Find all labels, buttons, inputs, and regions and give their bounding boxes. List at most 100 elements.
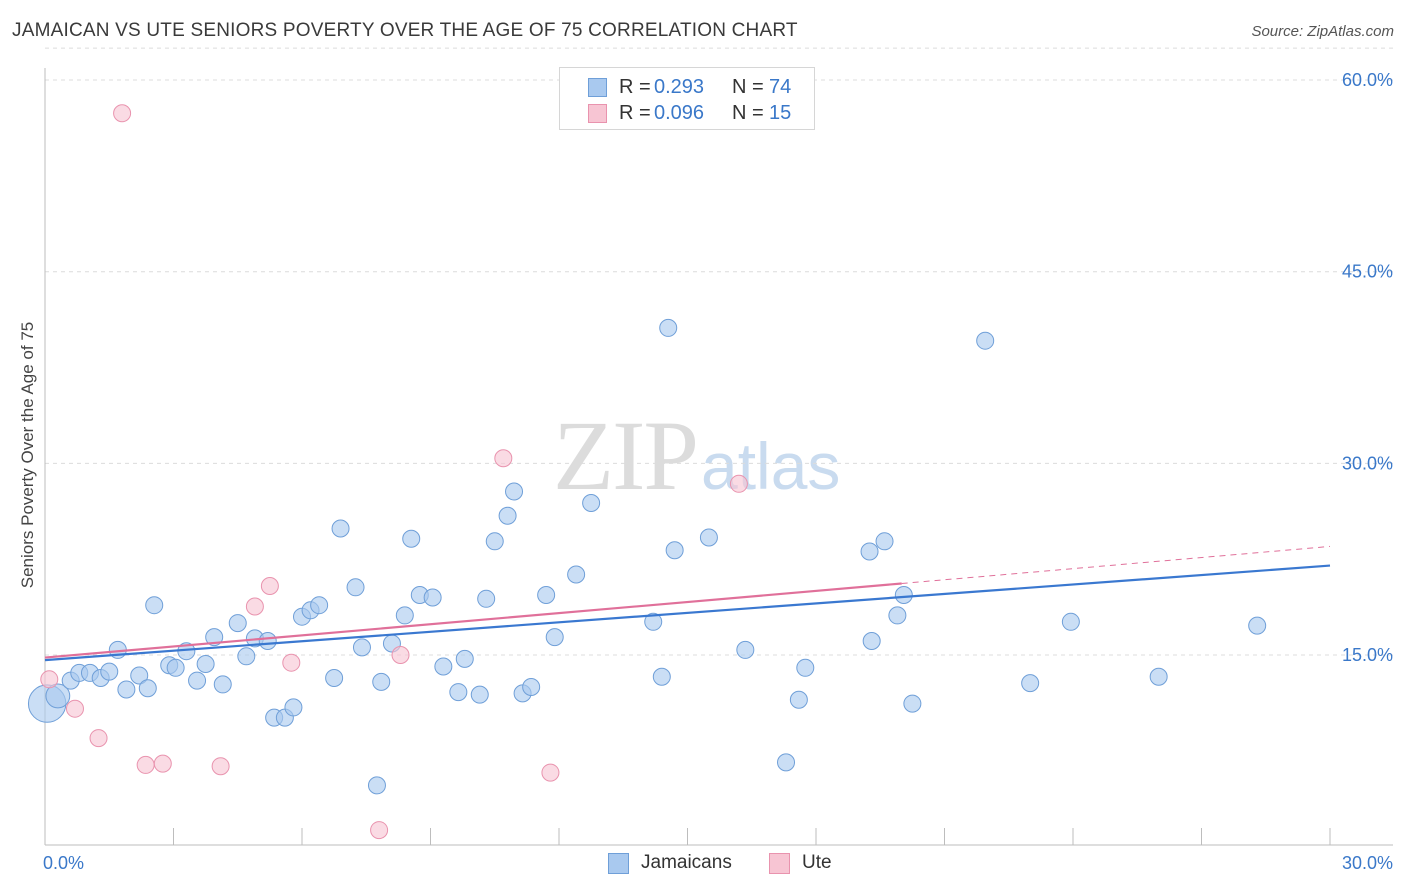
jamaican-point: [789, 690, 808, 709]
legend-r-label: R =: [619, 102, 651, 124]
ute-point: [89, 729, 108, 748]
jamaican-point: [665, 541, 684, 560]
jamaican-point: [196, 654, 215, 673]
jamaican-point: [888, 606, 907, 625]
legend-r-value: 0.096: [654, 102, 705, 124]
jamaican-point: [188, 671, 207, 690]
jamaican-point: [736, 640, 755, 659]
legend-r-label: R =: [619, 76, 651, 98]
jamaican-point: [903, 694, 922, 713]
jamaican-point: [310, 596, 329, 615]
jamaican-point: [1021, 674, 1040, 693]
jamaican-point: [145, 596, 164, 615]
jamaican-point: [237, 647, 256, 666]
y-tick-label: 60.0%: [1342, 70, 1393, 90]
jamaican-point: [352, 638, 371, 657]
jamaican-point: [138, 679, 157, 698]
ute-point: [65, 699, 84, 718]
ute-point: [729, 474, 748, 493]
x-tick-label: 0.0%: [43, 853, 84, 873]
jamaican-point: [449, 683, 468, 702]
legend-r-value: 0.293: [654, 76, 705, 98]
chart-title: JAMAICAN VS UTE SENIORS POVERTY OVER THE…: [12, 20, 798, 41]
legend-label-jamaicans: Jamaicans: [641, 852, 732, 873]
legend-swatch-ute: [769, 853, 790, 874]
ute-point: [211, 757, 230, 776]
series-legend: Jamaicans Ute: [0, 851, 1406, 879]
jamaican-point: [372, 672, 391, 691]
legend-n-value: 15: [769, 102, 792, 124]
jamaican-point: [346, 578, 365, 597]
y-tick-label: 30.0%: [1342, 453, 1393, 473]
source-label: Source: ZipAtlas.com: [1251, 23, 1394, 40]
jamaican-point: [875, 532, 894, 551]
jamaican-point: [331, 519, 350, 538]
jamaican-point: [258, 631, 277, 650]
jamaican-point: [470, 685, 489, 704]
legend-swatch-jamaicans: [608, 853, 629, 874]
jamaican-point: [485, 532, 504, 551]
jamaican-point: [477, 589, 496, 608]
jamaican-point: [644, 612, 663, 631]
jamaican-point: [228, 614, 247, 633]
ute-point: [245, 597, 264, 616]
jamaican-point: [976, 331, 995, 350]
y-tick-label: 45.0%: [1342, 262, 1393, 282]
x-tick-label: 30.0%: [1342, 853, 1393, 873]
legend-swatch-jamaicans: [588, 78, 607, 97]
ute-point: [370, 821, 389, 840]
jamaican-point: [860, 542, 879, 561]
ute-point: [494, 449, 513, 468]
jamaican-point: [522, 677, 541, 696]
correlation-legend: R = 0.293 N = 74 R = 0.096 N = 15: [559, 67, 815, 130]
jamaican-point: [652, 667, 671, 686]
jamaican-point: [402, 529, 421, 548]
legend-swatch-ute: [588, 104, 607, 123]
legend-n-label: N =: [732, 102, 764, 124]
jamaican-point: [455, 649, 474, 668]
jamaican-point: [395, 606, 414, 625]
ute-point: [260, 577, 279, 596]
jamaican-point: [117, 680, 136, 699]
ute-point: [136, 755, 155, 774]
jamaican-point: [505, 482, 524, 501]
jamaican-point: [325, 669, 344, 688]
jamaican-point: [567, 565, 586, 584]
ute-point: [113, 104, 132, 123]
jamaican-point: [367, 776, 386, 795]
jamaican-point: [582, 493, 601, 512]
jamaican-point: [45, 683, 71, 709]
legend-label-ute: Ute: [802, 852, 832, 873]
ute-trend-extension: [901, 545, 1331, 584]
jamaican-point: [1061, 612, 1080, 631]
jamaican-point: [894, 585, 913, 604]
jamaican-point: [423, 588, 442, 607]
jamaican-point: [284, 698, 303, 717]
legend-n-value: 74: [769, 76, 792, 98]
jamaican-point: [205, 628, 224, 647]
legend-n-label: N =: [732, 76, 764, 98]
jamaican-point: [1149, 667, 1168, 686]
jamaican-point: [545, 628, 564, 647]
ute-point: [282, 653, 301, 672]
ute-point: [153, 754, 172, 773]
jamaican-point: [796, 658, 815, 677]
jamaican-point: [659, 318, 678, 337]
jamaican-point: [699, 528, 718, 547]
ute-point: [391, 646, 410, 665]
jamaican-point: [862, 631, 881, 650]
jamaican-point: [166, 658, 185, 677]
jamaican-point: [130, 666, 149, 685]
jamaican-point: [434, 657, 453, 676]
jamaican-point: [498, 506, 517, 525]
jamaican-point: [213, 675, 232, 694]
ute-point: [40, 670, 59, 689]
jamaican-point: [777, 753, 796, 772]
jamaican-point: [1248, 616, 1267, 635]
jamaican-point: [537, 585, 556, 604]
y-tick-label: 15.0%: [1342, 645, 1393, 665]
ute-trend-line: [44, 582, 902, 659]
jamaican-trend-line: [44, 564, 1331, 662]
ute-point: [541, 763, 560, 782]
